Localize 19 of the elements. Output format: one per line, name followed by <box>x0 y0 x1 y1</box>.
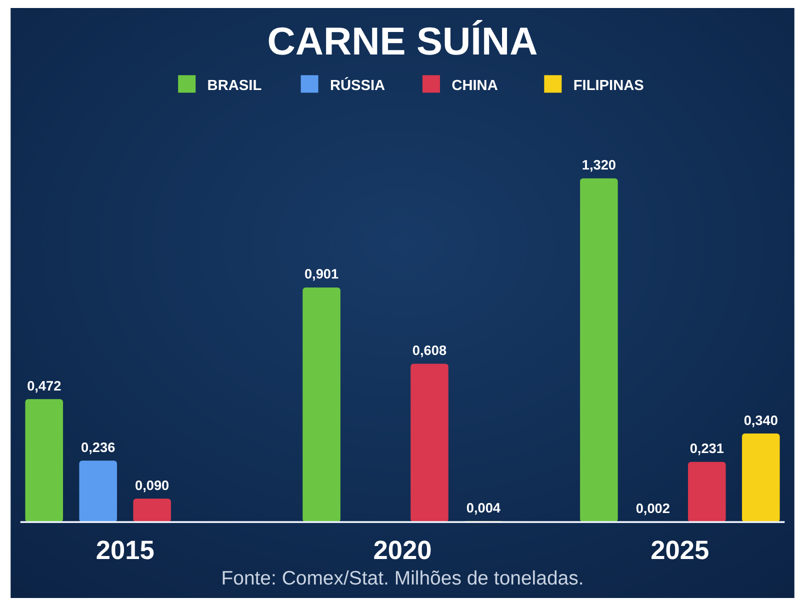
data-label: 0,472 <box>27 378 62 394</box>
chart-title: CARNE SUÍNA <box>267 20 538 64</box>
x-tick-label: 2025 <box>650 535 710 566</box>
data-label: 0,236 <box>81 440 116 455</box>
legend-label: BRASIL <box>207 78 262 94</box>
data-label: 0,901 <box>304 266 339 282</box>
data-label: 0,002 <box>636 500 670 516</box>
x-tick-label: 2015 <box>96 535 154 566</box>
data-label: 0,231 <box>690 441 724 456</box>
data-label: 0,340 <box>744 412 778 428</box>
legend-label: FILIPINAS <box>573 78 644 94</box>
legend-label: RÚSSIA <box>330 76 386 94</box>
legend-label: CHINA <box>452 78 498 94</box>
data-label: 0,090 <box>135 478 170 493</box>
x-tick-label: 2020 <box>373 535 432 566</box>
data-label: 0,608 <box>412 342 447 358</box>
source-note: Fonte: Comex/Stat. Milhões de toneladas. <box>221 567 584 590</box>
data-label: 0,004 <box>466 500 501 516</box>
data-label: 1,320 <box>582 158 616 173</box>
